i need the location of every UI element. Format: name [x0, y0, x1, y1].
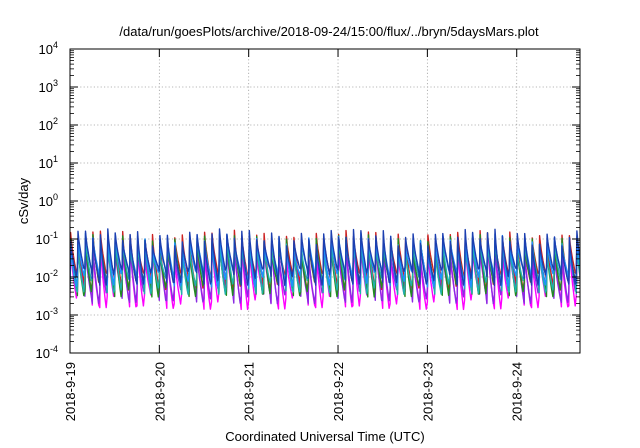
y-tick-base: 10 [39, 80, 53, 95]
y-tick-base: 10 [36, 232, 50, 247]
y-tick-base: 10 [39, 156, 53, 171]
y-tick-base: 10 [39, 194, 53, 209]
y-tick-exponent: -1 [50, 230, 58, 240]
y-tick-label: 104 [39, 40, 58, 57]
y-tick-exponent: 0 [53, 192, 58, 202]
chart-title: /data/run/goesPlots/archive/2018-09-24/1… [119, 24, 539, 39]
y-tick-label: 101 [39, 154, 58, 171]
y-tick-label: 10-3 [36, 306, 58, 323]
y-tick-exponent: 4 [53, 40, 58, 50]
series-layer [70, 228, 580, 311]
x-tick-label: 2018-9-22 [331, 362, 346, 421]
y-tick-exponent: 2 [53, 116, 58, 126]
y-tick-base: 10 [39, 118, 53, 133]
x-tick-label: 2018-9-24 [510, 362, 525, 421]
y-tick-exponent: -3 [50, 306, 58, 316]
y-tick-base: 10 [36, 270, 50, 285]
y-tick-exponent: 3 [53, 78, 58, 88]
x-tick-label: 2018-9-20 [152, 362, 167, 421]
x-axis-label: Coordinated Universal Time (UTC) [225, 429, 424, 444]
y-tick-label: 100 [39, 192, 58, 209]
y-tick-exponent: 1 [53, 154, 58, 164]
y-tick-label: 103 [39, 78, 58, 95]
series-line [70, 228, 580, 287]
y-tick-label: 10-2 [36, 268, 58, 285]
y-tick-exponent: -2 [50, 268, 58, 278]
y-tick-label: 102 [39, 116, 58, 133]
y-tick-base: 10 [39, 42, 53, 57]
y-axis-label: cSv/day [16, 177, 31, 224]
x-tick-label: 2018-9-19 [63, 362, 78, 421]
y-tick-label: 10-1 [36, 230, 58, 247]
ticks [69, 48, 580, 354]
y-tick-base: 10 [36, 346, 50, 361]
x-tick-label: 2018-9-21 [242, 362, 257, 421]
x-tick-label: 2018-9-23 [420, 362, 435, 421]
x-tick-labels: 2018-9-19 2018-9-20 2018-9-21 2018-9-22 2018… [63, 362, 525, 421]
y-tick-base: 10 [36, 308, 50, 323]
y-tick-label: 10-4 [36, 344, 58, 361]
y-tick-exponent: -4 [50, 344, 58, 354]
